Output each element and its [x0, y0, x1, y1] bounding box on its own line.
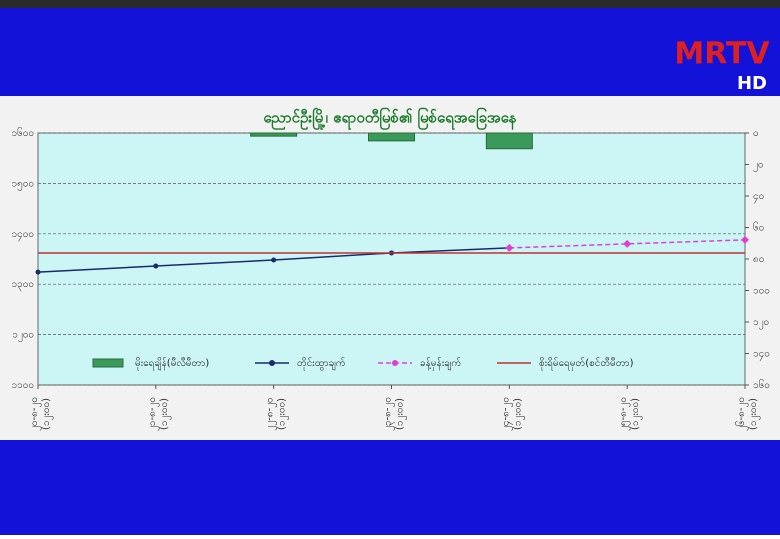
bar: [250, 132, 298, 137]
x-tick-group: ၂၄-၈-၂၀ (၁၂း၀၀): [500, 397, 525, 431]
x-tick-group: ၂၃-၈-၂၀ (၁၂း၀၀): [383, 397, 408, 431]
top-band: [0, 8, 780, 96]
x-tick-label: ၂၃-၈-၂၀: [383, 397, 396, 431]
y2-tick-label: ၆၀: [753, 221, 764, 234]
x-tick-group: ၂၀-၈-၂၀ (၁၂း၀၀): [29, 397, 54, 431]
legend-marker: [392, 360, 398, 366]
y2-tick-label: ၂၀: [753, 160, 764, 173]
x-tick-label: ၂၂-၈-၂၀: [265, 397, 278, 430]
y-tick-label: ၁၅၀၀: [12, 178, 35, 191]
x-tick-sublabel: (၁၂း၀၀): [748, 398, 761, 430]
legend-marker: [269, 360, 275, 366]
legend-label: စိုးရိမ်ရေမှတ်(စင်တီမီတာ): [539, 356, 634, 371]
legend-label: မိုးရေချိန်(မီလီမီတာ): [135, 356, 209, 371]
x-tick-sublabel: (၁၂း၀၀): [277, 398, 290, 430]
y2-tick-label: ၁၂၀: [753, 317, 769, 330]
y2-tick-label: ၄၀: [753, 191, 764, 204]
y2-tick-label: ၀: [753, 128, 759, 139]
x-tick-label: ၂၆-၈-၂၀: [734, 397, 749, 431]
x-tick-label: ၂၅-၈-၂၀: [618, 397, 631, 431]
y-tick-label: ၁၁၀၀: [12, 380, 35, 391]
marker: [623, 239, 632, 248]
x-tick-label: ၂၁-၈-၂၀: [147, 397, 160, 431]
marker: [153, 263, 159, 269]
y2-tick-label: ၁၀၀: [753, 286, 770, 297]
legend-label: တိုင်းထွာချက်: [297, 356, 346, 371]
marker: [741, 235, 749, 244]
legend-label: ခန့်မှန်းချက်: [420, 356, 461, 371]
marker: [271, 257, 277, 263]
bar: [368, 132, 415, 142]
marker: [35, 269, 41, 275]
marker: [505, 243, 514, 252]
y-tick-label: ၁၃၀၀: [12, 279, 35, 292]
bottom-band: [0, 440, 780, 535]
x-tick-group: ၂၂-၈-၂၀ (၁၂း၀၀): [265, 397, 290, 430]
logo-sub: HD: [737, 73, 767, 94]
series-line: [509, 239, 746, 249]
x-tick-group: ၂၁-၈-၂၀ (၁၂း၀၀): [147, 397, 172, 431]
bar: [485, 132, 533, 150]
x-tick-group: ၂၅-၈-၂၀ (၁၂း၀၀): [618, 397, 643, 431]
logo: MRTV: [674, 37, 770, 72]
top-bar: [0, 0, 780, 8]
x-tick-group: ၂၆-၈-၂၀ (၁၂း၀၀): [734, 397, 761, 431]
x-tick-label: ၂၀-၈-၂၀: [29, 397, 42, 431]
y2-tick-label: ၁၄၀: [753, 349, 770, 362]
y-tick-label: ၁၄၀၀: [12, 229, 35, 242]
y-tick-label: ၁၆၀၀: [12, 126, 35, 139]
x-tick-sublabel: (၁၂း၀၀): [395, 398, 408, 430]
x-tick-sublabel: (၁၂း၀၀): [41, 398, 54, 430]
y-tick-label: ၁၂၀၀: [12, 330, 34, 343]
legend-swatch: [92, 358, 124, 368]
plot-area: [37, 132, 746, 386]
x-tick-label: ၂၄-၈-၂၀: [500, 397, 513, 431]
x-tick-sublabel: (၁၂း၀၀): [630, 398, 643, 430]
y2-tick-label: ၈၀: [753, 254, 764, 265]
y2-tick-label: ၁၆၀: [753, 378, 770, 391]
x-tick-sublabel: (၁၂း၀၀): [159, 398, 172, 430]
x-tick-sublabel: (၁၂း၀၀): [512, 398, 525, 430]
